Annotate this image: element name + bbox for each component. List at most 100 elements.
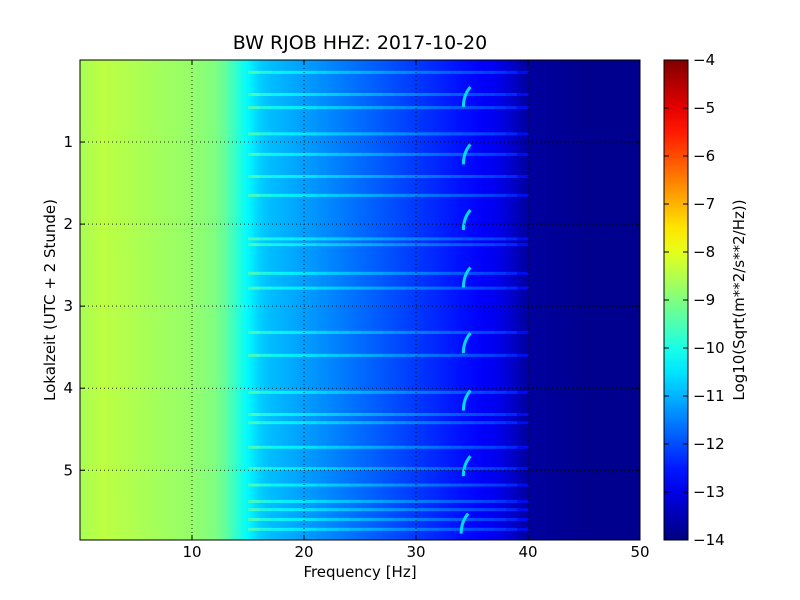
noise-band-segment — [460, 527, 473, 531]
noise-band-segment — [248, 390, 260, 394]
noise-band-segment — [360, 237, 372, 241]
noise-band-segment — [360, 412, 372, 416]
noise-band-segment — [494, 390, 507, 394]
noise-band-segment — [259, 106, 271, 110]
noise-band-segment — [416, 175, 428, 179]
noise-band-segment — [404, 286, 417, 290]
noise-band-segment — [438, 412, 451, 416]
noise-band-segment — [348, 152, 361, 156]
noise-band-segment — [516, 517, 529, 521]
noise-band-segment — [416, 508, 428, 512]
noise-band-segment — [304, 517, 316, 521]
noise-band-segment — [460, 106, 473, 110]
noise-band-segment — [281, 412, 294, 416]
plot-area: 10 20 30 40 50 1 2 3 4 5 — [63, 59, 650, 561]
x-tick-label: 10 — [182, 543, 201, 561]
noise-band-segment — [360, 271, 372, 275]
noise-band-segment — [483, 330, 495, 334]
noise-band-segment — [348, 353, 361, 357]
noise-band-segment — [382, 237, 395, 241]
noise-band-segment — [483, 390, 495, 394]
noise-band-segment — [438, 152, 451, 156]
noise-band-segment — [472, 193, 484, 197]
noise-band-segment — [516, 527, 529, 531]
noise-band-segment — [360, 193, 372, 197]
noise-band-segment — [416, 193, 428, 197]
noise-band-segment — [449, 243, 462, 247]
noise-band-segment — [382, 92, 395, 96]
noise-band-segment — [393, 412, 406, 416]
noise-band-segment — [326, 152, 339, 156]
noise-band-segment — [449, 106, 462, 110]
noise-band-segment — [393, 483, 406, 487]
noise-band-segment — [371, 106, 383, 110]
noise-band-segment — [404, 132, 417, 136]
noise-band-segment — [438, 243, 451, 247]
noise-band-segment — [427, 467, 439, 471]
noise-band-segment — [326, 499, 339, 503]
noise-band-segment — [259, 499, 271, 503]
noise-band-segment — [460, 517, 473, 521]
noise-band-segment — [337, 106, 350, 110]
noise-band-segment — [416, 70, 428, 74]
noise-band-segment — [281, 132, 294, 136]
noise-band-segment — [416, 92, 428, 96]
noise-band-segment — [315, 152, 327, 156]
noise-band-segment — [348, 508, 361, 512]
noise-band-segment — [281, 517, 294, 521]
noise-band-segment — [427, 508, 439, 512]
noise-band-segment — [438, 527, 451, 531]
noise-band-segment — [483, 237, 495, 241]
noise-band-segment — [505, 237, 518, 241]
noise-band-segment — [371, 152, 383, 156]
noise-band-segment — [292, 70, 305, 74]
noise-band-segment — [494, 517, 507, 521]
noise-band-segment — [270, 330, 283, 334]
noise-band-segment — [472, 286, 484, 290]
noise-band-segment — [326, 271, 339, 275]
noise-band-segment — [315, 508, 327, 512]
noise-band-segment — [337, 499, 350, 503]
noise-band-segment — [259, 517, 271, 521]
noise-band-segment — [360, 527, 372, 531]
noise-band-segment — [494, 330, 507, 334]
noise-band-segment — [371, 70, 383, 74]
noise-band-segment — [449, 70, 462, 74]
noise-band-segment — [494, 508, 507, 512]
noise-band-segment — [404, 243, 417, 247]
noise-band-segment — [427, 237, 439, 241]
noise-band-segment — [438, 106, 451, 110]
noise-band-segment — [270, 152, 283, 156]
noise-band-segment — [360, 152, 372, 156]
noise-band-segment — [315, 70, 327, 74]
noise-band-segment — [292, 353, 305, 357]
noise-band-segment — [438, 271, 451, 275]
noise-band-segment — [472, 152, 484, 156]
noise-band-segment — [505, 517, 518, 521]
noise-band-segment — [281, 499, 294, 503]
noise-band-segment — [259, 412, 271, 416]
noise-band-segment — [326, 106, 339, 110]
noise-band-segment — [472, 132, 484, 136]
tonal-mark — [461, 85, 472, 107]
noise-band-segment — [416, 483, 428, 487]
noise-band-segment — [382, 132, 395, 136]
noise-band-segment — [472, 517, 484, 521]
noise-band-segment — [315, 271, 327, 275]
noise-band-segment — [382, 517, 395, 521]
noise-band-segment — [259, 152, 271, 156]
noise-band-segment — [483, 243, 495, 247]
noise-band-segment — [304, 193, 316, 197]
noise-band-segment — [483, 92, 495, 96]
noise-band-segment — [416, 286, 428, 290]
noise-band-segment — [315, 330, 327, 334]
noise-band-segment — [360, 445, 372, 449]
noise-band-segment — [371, 353, 383, 357]
noise-band-segment — [248, 412, 260, 416]
noise-band-segment — [472, 445, 484, 449]
noise-band-segment — [292, 271, 305, 275]
noise-band-segment — [304, 483, 316, 487]
noise-band-segment — [259, 390, 271, 394]
noise-band-segment — [326, 243, 339, 247]
noise-band-segment — [438, 467, 451, 471]
